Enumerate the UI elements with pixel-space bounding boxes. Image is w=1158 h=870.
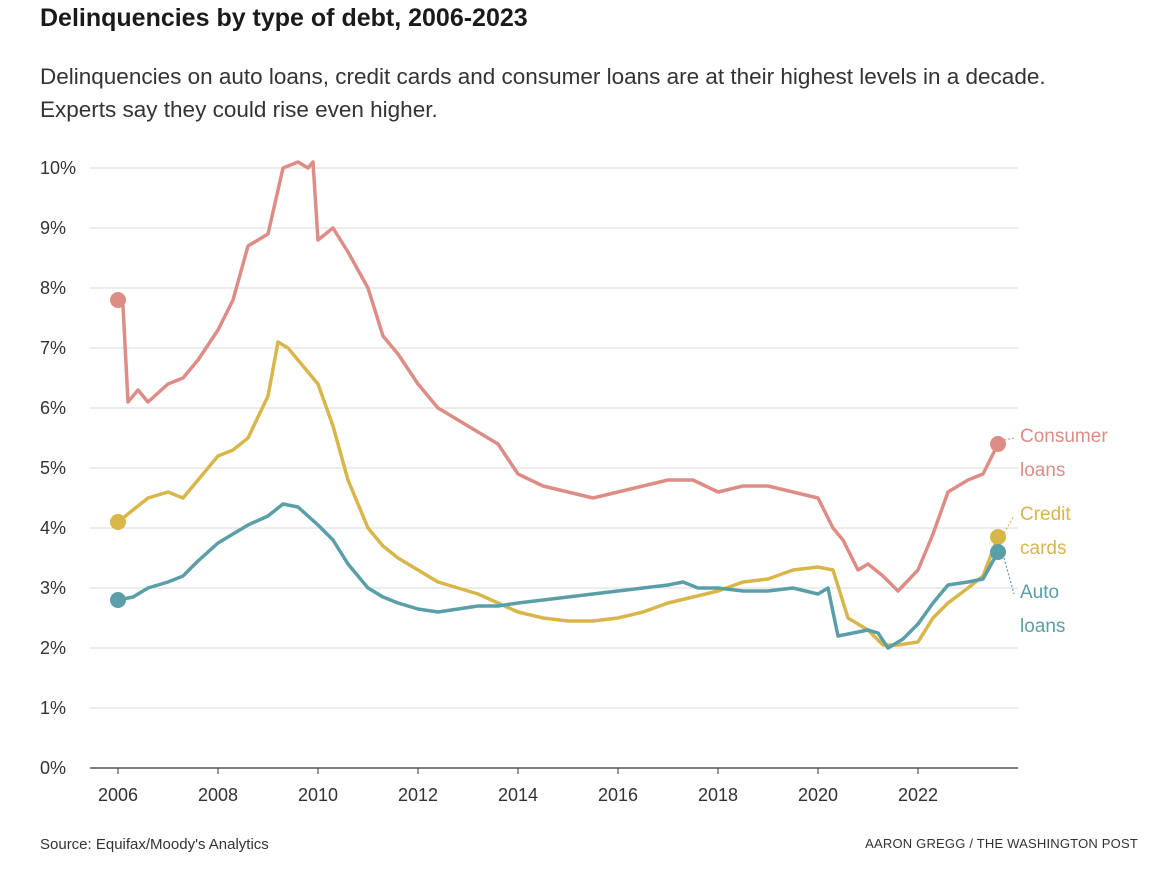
y-tick-label: 8%	[40, 278, 66, 298]
x-tick-label: 2012	[398, 785, 438, 805]
x-tick-label: 2006	[98, 785, 138, 805]
auto-loans-end-point	[990, 544, 1006, 560]
y-tick-label: 10%	[40, 158, 76, 178]
credit-line: AARON GREGG / THE WASHINGTON POST	[865, 836, 1138, 851]
x-tick-label: 2020	[798, 785, 838, 805]
series-lines	[110, 160, 1006, 650]
gridlines	[90, 167, 1018, 769]
y-tick-label: 1%	[40, 698, 66, 718]
x-tick-label: 2008	[198, 785, 238, 805]
consumer-loans-label: Consumer	[1020, 426, 1108, 447]
consumer-loans-end-point	[990, 436, 1006, 452]
consumer-loans-start-point	[110, 292, 126, 308]
consumer-loans-label: loans	[1020, 460, 1065, 481]
credit-cards-label: cards	[1020, 538, 1066, 559]
series-labels: Consumer loans Credit cards Auto loans	[1003, 426, 1108, 637]
y-tick-label: 4%	[40, 518, 66, 538]
x-tick-label: 2014	[498, 785, 538, 805]
auto-loans-label: Auto	[1020, 582, 1059, 603]
auto-loans-line	[116, 502, 1000, 650]
y-tick-label: 5%	[40, 458, 66, 478]
credit-cards-label: Credit	[1020, 504, 1071, 525]
x-tick-label: 2018	[698, 785, 738, 805]
consumer-loans-leader	[1003, 437, 1015, 441]
auto-loans-leader	[1003, 557, 1015, 595]
y-tick-label: 9%	[40, 218, 66, 238]
x-tick-label: 2010	[298, 785, 338, 805]
x-axis-ticks: 2006 2008 2010 2012 2014 2016 2018 2020 2022	[98, 768, 938, 805]
auto-loans-label: loans	[1020, 616, 1065, 637]
y-tick-label: 0%	[40, 758, 66, 778]
y-tick-label: 3%	[40, 578, 66, 598]
y-axis-ticks: 0% 1% 2% 3% 4% 5% 6% 7% 8% 9% 10%	[40, 158, 76, 778]
credit-cards-end-point	[990, 529, 1006, 545]
y-tick-label: 6%	[40, 398, 66, 418]
y-tick-label: 2%	[40, 638, 66, 658]
credit-cards-start-point	[110, 514, 126, 530]
chart-title: Delinquencies by type of debt, 2006-2023	[40, 4, 528, 32]
source-note: Source: Equifax/Moody's Analytics	[40, 836, 269, 853]
credit-cards-leader	[1003, 515, 1015, 534]
y-tick-label: 7%	[40, 338, 66, 358]
consumer-loans-line	[116, 160, 1000, 593]
chart-subtitle: Delinquencies on auto loans, credit card…	[40, 64, 1046, 122]
x-tick-label: 2022	[898, 785, 938, 805]
x-tick-label: 2016	[598, 785, 638, 805]
auto-loans-start-point	[110, 592, 126, 608]
